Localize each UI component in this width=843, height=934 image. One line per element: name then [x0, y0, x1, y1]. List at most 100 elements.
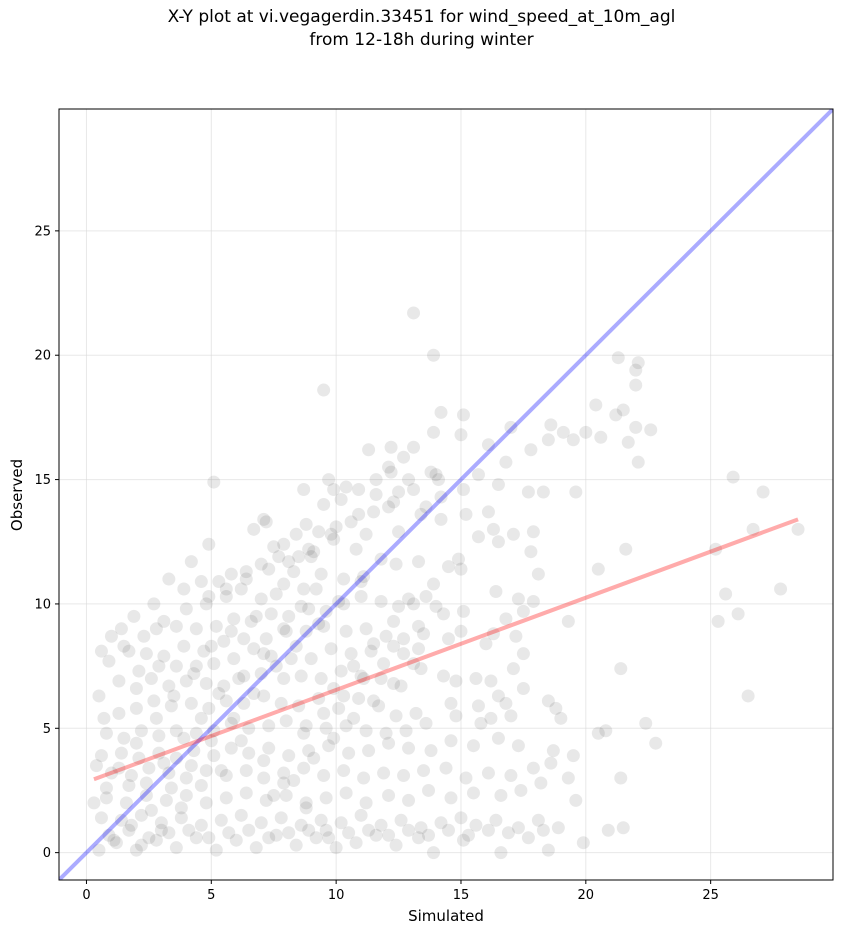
data-point [549, 701, 563, 715]
data-point [382, 460, 396, 474]
data-point [379, 726, 393, 740]
data-point [259, 515, 273, 529]
data-point [134, 724, 148, 738]
data-point [139, 647, 153, 661]
data-point [791, 522, 805, 536]
data-point [239, 764, 253, 778]
data-point [307, 545, 321, 559]
data-point [239, 565, 253, 579]
data-point [332, 594, 346, 608]
data-point [152, 659, 166, 673]
data-point [454, 428, 468, 442]
data-point [434, 405, 448, 419]
data-point [254, 592, 268, 606]
data-point [262, 719, 276, 733]
data-point [294, 818, 308, 832]
data-point [414, 821, 428, 835]
data-point [319, 823, 333, 837]
data-point [129, 843, 143, 857]
data-point [282, 555, 296, 569]
data-point [179, 788, 193, 802]
data-point [489, 813, 503, 827]
data-point [479, 637, 493, 651]
data-point [257, 689, 271, 703]
data-point [224, 716, 238, 730]
data-point [232, 672, 246, 686]
data-point [277, 622, 291, 636]
data-point [374, 552, 388, 566]
data-point [227, 652, 241, 666]
data-point [119, 796, 133, 810]
data-point [392, 599, 406, 613]
data-point [299, 719, 313, 733]
data-point [616, 403, 630, 417]
data-point [304, 652, 318, 666]
data-point [362, 744, 376, 758]
data-point [114, 746, 128, 760]
data-point [554, 711, 568, 725]
data-point [289, 838, 303, 852]
data-point [162, 572, 176, 586]
data-point [222, 826, 236, 840]
data-point [254, 816, 268, 830]
y-axis-label: Observed [8, 459, 26, 531]
data-point [239, 786, 253, 800]
data-point [459, 507, 473, 521]
data-point [521, 485, 535, 499]
data-point [347, 711, 361, 725]
data-point [249, 841, 263, 855]
plot-background [59, 109, 833, 880]
data-point [339, 624, 353, 638]
data-point [486, 627, 500, 641]
data-point [134, 808, 148, 822]
data-point [409, 706, 423, 720]
data-point [327, 731, 341, 745]
data-point [392, 485, 406, 499]
data-point [374, 818, 388, 832]
data-point [164, 781, 178, 795]
data-point [234, 734, 248, 748]
chart-title-line-2: from 12-18h during winter [309, 30, 534, 50]
data-point [469, 672, 483, 686]
data-point [294, 669, 308, 683]
data-point [324, 527, 338, 541]
data-point [177, 582, 191, 596]
data-point [267, 788, 281, 802]
data-point [594, 430, 608, 444]
data-point [491, 731, 505, 745]
data-point [184, 696, 198, 710]
data-point [382, 788, 396, 802]
data-point [434, 816, 448, 830]
data-point [154, 816, 168, 830]
data-point [352, 507, 366, 521]
data-point [219, 769, 233, 783]
data-point [227, 711, 241, 725]
data-point [219, 582, 233, 596]
data-point [189, 726, 203, 740]
data-point [566, 749, 580, 763]
data-point [304, 550, 318, 564]
data-point [397, 632, 411, 646]
data-point [219, 694, 233, 708]
data-point [334, 816, 348, 830]
data-point [441, 823, 455, 837]
identity-line [59, 109, 833, 880]
data-point [142, 761, 156, 775]
data-point [207, 749, 221, 763]
data-point [224, 624, 238, 638]
data-point [132, 664, 146, 678]
data-point [179, 674, 193, 688]
data-point [187, 667, 201, 681]
data-point [259, 793, 273, 807]
data-point [209, 619, 223, 633]
data-point [174, 801, 188, 815]
data-point [611, 351, 625, 365]
data-point [369, 488, 383, 501]
data-point [139, 788, 153, 802]
data-point [237, 632, 251, 646]
data-point [242, 721, 256, 735]
data-point [132, 751, 146, 765]
data-point [541, 433, 555, 447]
data-point [491, 689, 505, 703]
data-point [576, 836, 590, 850]
